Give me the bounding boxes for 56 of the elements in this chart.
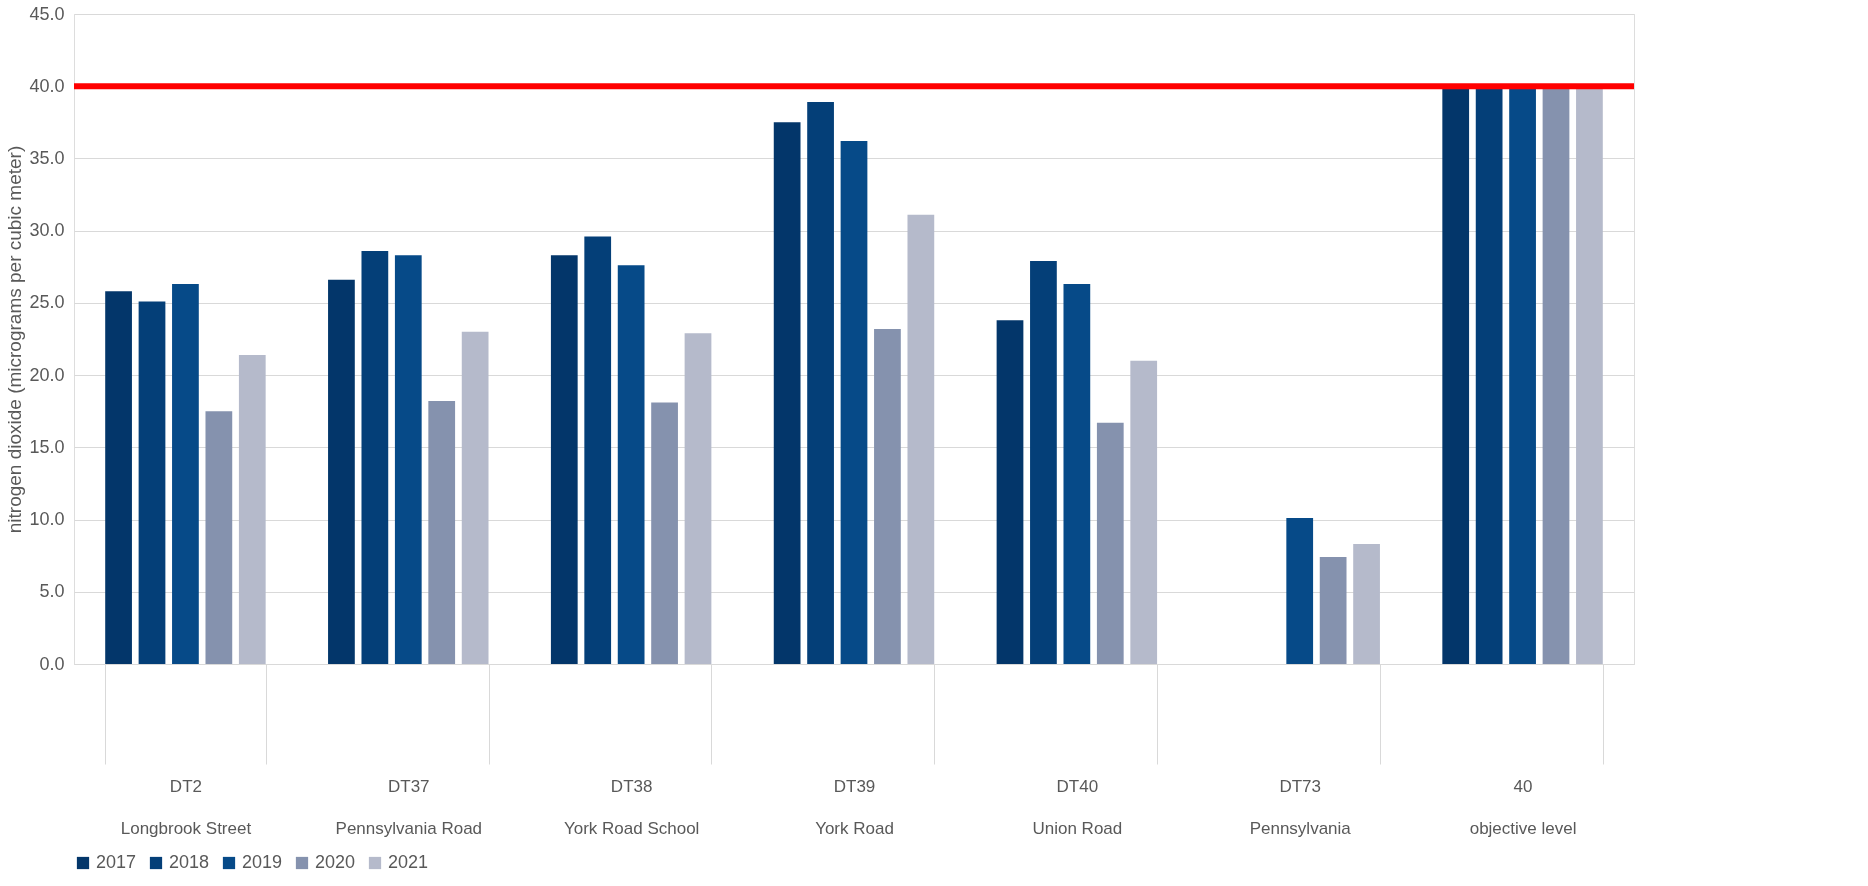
category-label: DT38 York Road School (563, 776, 700, 838)
bar (1063, 284, 1091, 664)
category-label: 40 objective level (1469, 776, 1577, 838)
bar (1130, 360, 1158, 664)
bar (807, 102, 834, 664)
legend-label: 2021 (388, 852, 429, 872)
bar (238, 354, 266, 664)
bar (1286, 518, 1314, 664)
y-tick-label: 25.0 (29, 292, 65, 313)
bar (138, 301, 166, 664)
legend-label: 2020 (315, 852, 356, 872)
bar (361, 250, 389, 664)
category-label: DT2 Longbrook Street (120, 776, 252, 838)
bar (1353, 544, 1380, 664)
bar (394, 255, 422, 664)
y-tick-label: 15.0 (29, 436, 65, 457)
bar (584, 236, 612, 664)
bar (1475, 86, 1503, 664)
legend-label: 2017 (96, 852, 137, 872)
bar (874, 328, 901, 664)
y-tick-label: 10.0 (29, 509, 65, 530)
legend-label: 2018 (169, 852, 210, 872)
category-label: DT39 York Road (815, 776, 894, 838)
bar (684, 333, 712, 664)
bar (1319, 557, 1347, 664)
y-tick-label: 5.0 (39, 581, 65, 602)
bar (205, 411, 233, 664)
bar (428, 401, 456, 664)
bar (1509, 86, 1536, 664)
bar (840, 141, 868, 664)
bar (996, 320, 1024, 664)
y-axis-title: nitrogen dioxide (micrograms per cubic meter) (4, 145, 26, 534)
y-tick-label: 35.0 (29, 147, 65, 168)
category-label: DT73 Pennsylvania (1249, 776, 1351, 838)
bar (550, 255, 578, 664)
category-label: DT40 Union Road (1032, 776, 1123, 838)
y-tick-label: 20.0 (29, 364, 65, 385)
y-tick-label: 45.0 (29, 3, 65, 24)
category-label: DT37 Pennsylvania Road (335, 776, 483, 838)
y-tick-label: 40.0 (29, 75, 65, 96)
bar (172, 284, 199, 664)
legend-label: 2019 (242, 852, 283, 872)
y-tick-label: 30.0 (29, 220, 65, 241)
bar (461, 331, 489, 664)
bar (1542, 86, 1570, 664)
bar (105, 291, 132, 664)
bar (1442, 86, 1470, 664)
bar (1576, 86, 1603, 664)
bar (773, 122, 801, 664)
bar (651, 402, 678, 664)
bar (328, 279, 355, 664)
bar (907, 214, 935, 664)
bar (1030, 261, 1057, 664)
bar (617, 265, 645, 664)
y-tick-label: 0.0 (39, 653, 65, 674)
bar (1096, 422, 1124, 664)
